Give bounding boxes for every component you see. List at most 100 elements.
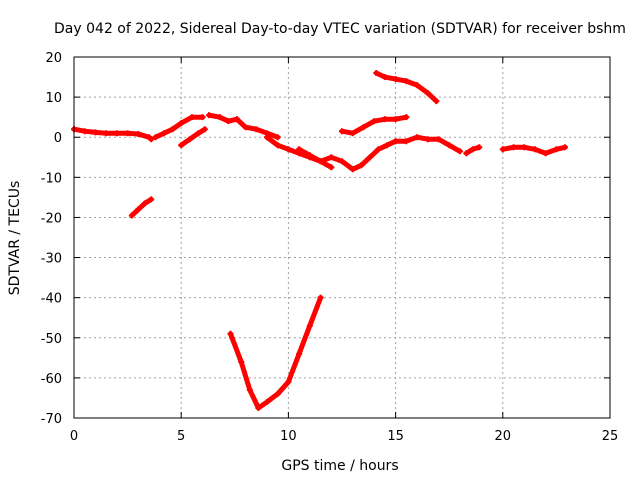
data-point [238, 358, 245, 365]
data-point [103, 130, 110, 137]
data-point [201, 126, 208, 133]
data-point [317, 158, 324, 165]
data-point [476, 144, 483, 151]
data-point [349, 166, 356, 173]
y-tick-label: -10 [41, 171, 62, 186]
data-point [424, 136, 431, 143]
data-point [296, 350, 303, 357]
x-tick-label: 5 [177, 429, 185, 444]
x-axis-ticks: 0 5 10 15 20 25 [70, 57, 618, 444]
data-point [255, 404, 262, 411]
data-point [499, 146, 506, 153]
data-point [242, 124, 249, 131]
data-point [424, 90, 431, 97]
data-point [349, 130, 356, 137]
data-point [124, 130, 131, 137]
data-point [435, 136, 442, 143]
data-point [392, 76, 399, 83]
data-point [553, 146, 560, 153]
data-series-group [71, 70, 568, 411]
data-point [531, 146, 538, 153]
data-point [274, 142, 281, 149]
data-point [186, 136, 193, 143]
grid [74, 57, 610, 418]
data-series-arc-4 [178, 126, 208, 148]
y-tick-label: -70 [41, 412, 62, 427]
data-point [141, 200, 148, 207]
data-point [403, 78, 410, 85]
data-series-arc-6 [228, 295, 324, 411]
data-point [92, 129, 99, 136]
x-axis-label: GPS time / hours [281, 458, 398, 474]
data-series-arc-8 [296, 146, 334, 170]
data-point [246, 386, 253, 393]
data-point [510, 144, 517, 151]
data-point [433, 98, 440, 105]
data-point [542, 150, 549, 157]
y-axis-label: SDTVAR / TECUs [7, 181, 23, 296]
x-tick-label: 15 [387, 429, 404, 444]
data-point [366, 154, 373, 161]
data-point [113, 130, 120, 137]
data-point [161, 130, 168, 137]
data-point [328, 154, 335, 161]
data-point [414, 134, 421, 141]
data-point [274, 390, 281, 397]
data-point [296, 146, 303, 153]
y-tick-label: -40 [41, 292, 62, 307]
data-point [456, 148, 463, 155]
data-point [263, 398, 270, 405]
data-point [381, 116, 388, 123]
data-point [392, 138, 399, 145]
data-point [178, 142, 185, 149]
data-point [135, 131, 142, 138]
data-point [81, 128, 88, 135]
plot-frame [73, 56, 611, 419]
data-point [317, 294, 324, 301]
data-point [328, 164, 335, 171]
y-tick-label: -20 [41, 211, 62, 226]
data-point [206, 112, 213, 119]
data-point [392, 116, 399, 123]
data-point [381, 74, 388, 81]
data-point [306, 152, 313, 159]
data-series-arc-2 [129, 196, 154, 218]
data-point [360, 124, 367, 131]
data-point [384, 142, 391, 149]
x-tick-label: 25 [602, 429, 619, 444]
y-tick-label: -30 [41, 252, 62, 267]
data-point [227, 330, 234, 337]
data-point [285, 146, 292, 153]
data-point [152, 134, 159, 141]
y-tick-label: -60 [41, 372, 62, 387]
y-tick-label: -50 [41, 332, 62, 347]
y-tick-label: 10 [45, 91, 62, 106]
data-point [263, 134, 270, 141]
y-tick-label: 0 [54, 131, 62, 146]
data-point [274, 134, 281, 141]
data-point [358, 162, 365, 169]
data-point [463, 150, 470, 157]
data-point [339, 128, 345, 135]
data-point [521, 144, 528, 151]
data-point [469, 146, 476, 153]
chart-title: Day 042 of 2022, Sidereal Day-to-day VTE… [54, 21, 626, 37]
y-tick-label: 20 [45, 51, 62, 66]
data-point [148, 136, 155, 143]
data-point [128, 212, 135, 219]
data-point [306, 322, 313, 329]
data-point [148, 196, 155, 203]
x-tick-label: 20 [495, 429, 512, 444]
x-tick-label: 0 [70, 429, 78, 444]
data-point [339, 158, 345, 165]
data-point [285, 378, 292, 385]
data-point [373, 70, 380, 77]
x-tick-label: 10 [280, 429, 297, 444]
data-point [446, 142, 453, 149]
data-point [225, 118, 232, 125]
data-point [199, 114, 206, 121]
data-point [253, 126, 260, 133]
data-point [371, 118, 378, 125]
y-axis-ticks: -70 -60 -50 -40 -30 -20 -10 0 10 20 [41, 51, 610, 427]
